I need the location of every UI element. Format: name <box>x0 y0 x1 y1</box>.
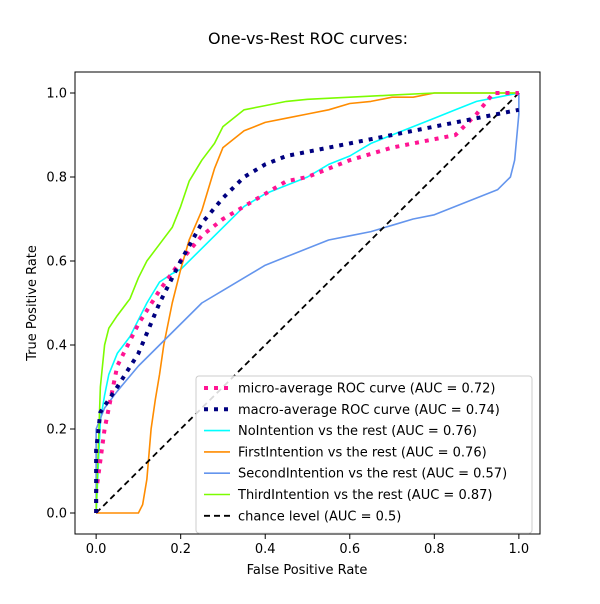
series-layer <box>94 91 520 514</box>
legend-entry-label: ThirdIntention vs the rest (AUC = 0.87) <box>237 488 492 503</box>
legend-entry-label: NoIntention vs the rest (AUC = 0.76) <box>238 424 477 439</box>
y-tick-label: 0.8 <box>46 171 67 186</box>
x-axis-label: False Positive Rate <box>247 563 368 578</box>
x-tick-label: 0.4 <box>255 542 276 557</box>
y-tick-label: 0.0 <box>46 507 67 522</box>
y-tick-label: 0.2 <box>46 423 67 438</box>
legend-box <box>195 375 533 534</box>
axes-layer: 0.0 0.2 0.4 0.6 0.8 1.0 0.0 0.2 0.4 0.6 0.8 1.0 <box>46 87 529 558</box>
x-tick-label: 0.2 <box>170 542 191 557</box>
plot-frame <box>74 71 541 535</box>
legend: micro-average ROC curve (AUC = 0.72) macr… <box>195 375 533 534</box>
y-tick-label: 0.4 <box>46 339 67 354</box>
y-tick-label: 1.0 <box>46 87 67 102</box>
legend-entry-label: SecondIntention vs the rest (AUC = 0.57) <box>238 467 507 482</box>
legend-entry-label: chance level (AUC = 0.5) <box>238 509 401 524</box>
series-line-firstintention <box>96 92 519 514</box>
y-tick-label: 0.6 <box>46 255 67 270</box>
series-line-nointention <box>95 92 520 514</box>
series-line-secondintention <box>95 93 520 513</box>
legend-entry-label: FirstIntention vs the rest (AUC = 0.76) <box>238 445 487 460</box>
y-axis-label: True Positive Rate <box>25 245 40 362</box>
legend-entry-label: micro-average ROC curve (AUC = 0.72) <box>238 382 495 397</box>
x-tick-label: 0.6 <box>339 542 360 557</box>
series-line-thirdintention <box>95 92 519 514</box>
legend-entry-label: macro-average ROC curve (AUC = 0.74) <box>238 403 500 418</box>
chart-title: One-vs-Rest ROC curves: <box>208 29 408 48</box>
x-tick-label: 0.0 <box>86 542 107 557</box>
x-tick-label: 1.0 <box>509 542 530 557</box>
x-tick-label: 0.8 <box>424 542 445 557</box>
